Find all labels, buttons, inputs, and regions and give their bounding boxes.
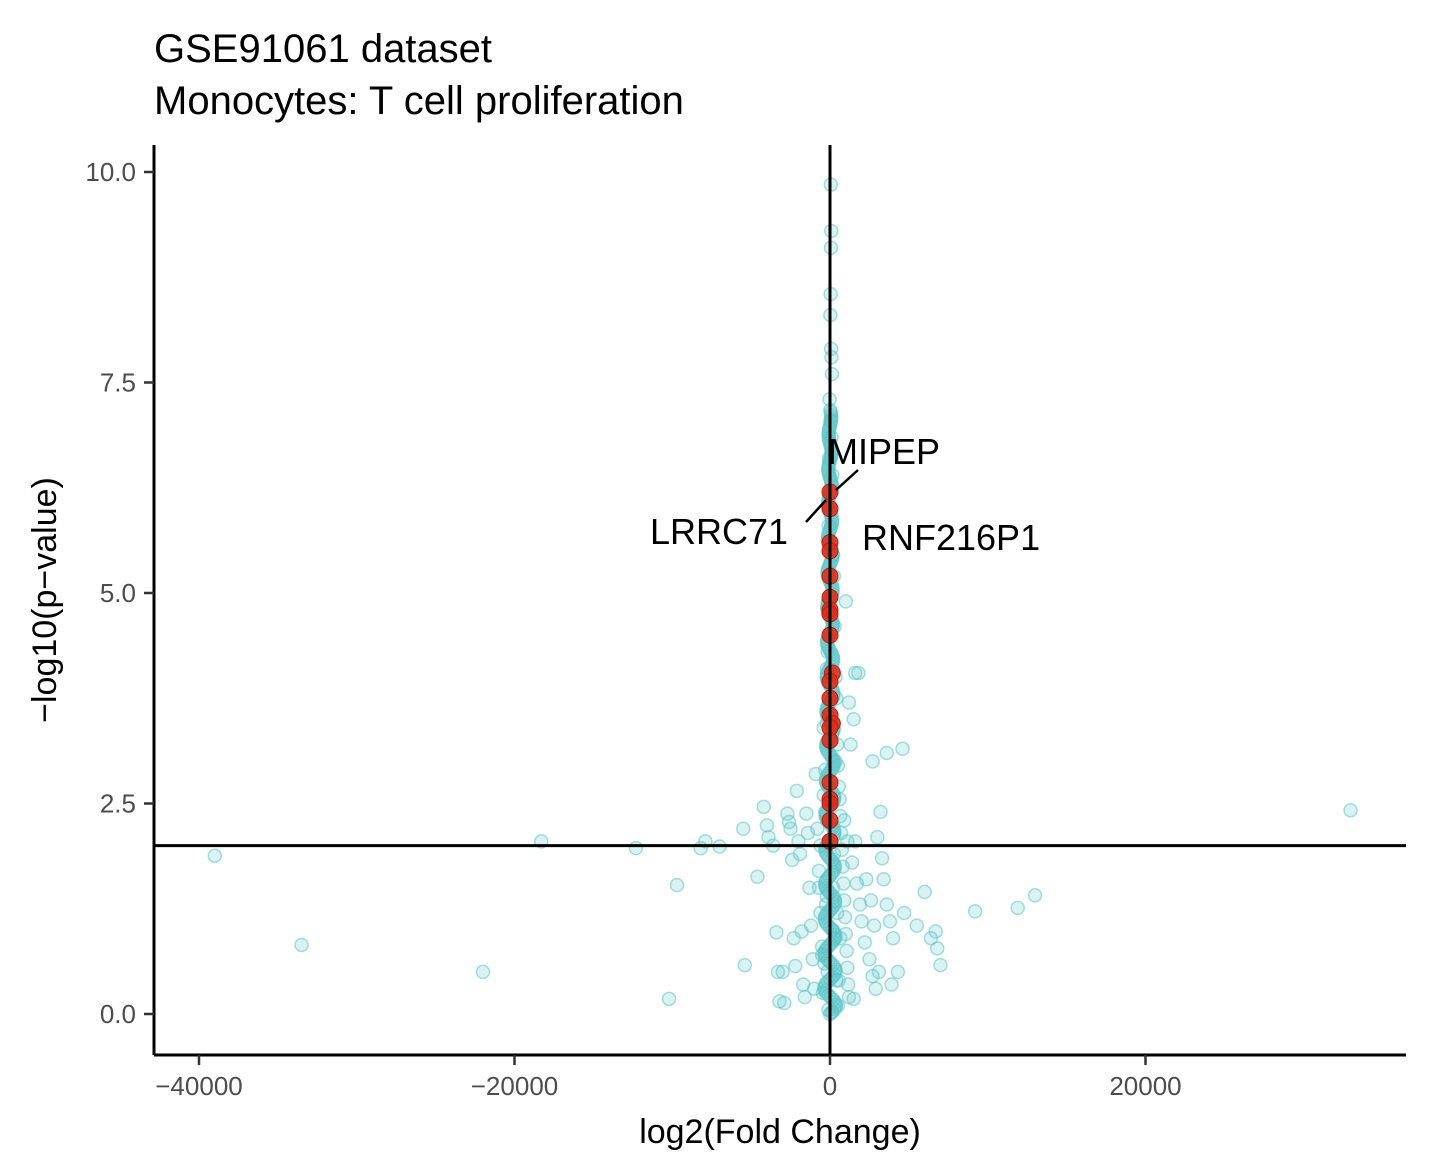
data-point bbox=[1010, 900, 1025, 916]
data-point bbox=[824, 366, 840, 382]
y-tick-label: 5.0 bbox=[100, 578, 136, 608]
y-axis-title: −log10(p−value) bbox=[26, 477, 64, 723]
data-point bbox=[871, 964, 887, 980]
data-point bbox=[661, 991, 677, 1007]
data-point bbox=[876, 872, 891, 887]
data-point bbox=[770, 964, 786, 980]
data-point bbox=[930, 941, 945, 956]
gene-label-mipep: MIPEP bbox=[828, 431, 940, 472]
data-point bbox=[873, 804, 888, 820]
data-point bbox=[769, 925, 784, 940]
data-point bbox=[735, 821, 751, 837]
x-tick-label: −40000 bbox=[155, 1071, 242, 1101]
data-point bbox=[868, 981, 883, 996]
data-point bbox=[799, 806, 814, 821]
data-point bbox=[759, 818, 775, 833]
data-point bbox=[750, 869, 765, 885]
data-point bbox=[928, 924, 943, 939]
data-point bbox=[890, 964, 906, 980]
data-point bbox=[851, 665, 866, 681]
data-point bbox=[933, 957, 948, 973]
data-point bbox=[896, 905, 912, 921]
chart-subtitle: Monocytes: T cell proliferation bbox=[154, 79, 684, 123]
data-point bbox=[761, 829, 776, 845]
x-tick-label: 0 bbox=[823, 1071, 837, 1101]
data-point bbox=[909, 918, 925, 933]
mipep-leader-line bbox=[835, 469, 859, 491]
y-tick-label: 10.0 bbox=[85, 157, 136, 187]
gene-label-lrrc71: LRRC71 bbox=[650, 511, 788, 552]
data-point bbox=[843, 737, 858, 752]
data-point bbox=[788, 958, 803, 974]
data-point bbox=[882, 914, 898, 929]
data-point bbox=[1343, 802, 1358, 818]
data-point bbox=[777, 995, 792, 1011]
data-point bbox=[837, 909, 853, 925]
data-point bbox=[783, 821, 798, 837]
x-axis-title: log2(Fold Change) bbox=[639, 1113, 921, 1151]
chart-title: GSE91061 dataset bbox=[154, 27, 492, 71]
data-point bbox=[628, 840, 644, 856]
data-point bbox=[756, 799, 771, 815]
gene-label-rnf216p1: RNF216P1 bbox=[862, 517, 1040, 558]
data-point bbox=[844, 855, 860, 870]
data-point bbox=[737, 957, 753, 973]
data-point bbox=[865, 754, 880, 769]
data-point bbox=[866, 918, 882, 933]
data-point bbox=[870, 829, 885, 845]
data-point bbox=[669, 877, 685, 893]
data-point bbox=[294, 937, 309, 953]
data-point bbox=[1027, 888, 1043, 903]
data-point bbox=[846, 991, 861, 1007]
data-point bbox=[917, 884, 932, 900]
data-point bbox=[863, 893, 879, 908]
data-point bbox=[840, 960, 855, 975]
data-point bbox=[207, 848, 223, 863]
data-point bbox=[475, 964, 491, 980]
y-tick-label: 0.0 bbox=[100, 999, 136, 1029]
lrrc71-leader-line bbox=[805, 499, 827, 523]
data-point bbox=[846, 712, 861, 727]
data-point bbox=[967, 904, 983, 919]
data-point bbox=[857, 935, 872, 950]
data-point bbox=[879, 897, 895, 912]
data-point bbox=[885, 930, 901, 946]
data-point bbox=[838, 594, 854, 609]
data-point bbox=[797, 989, 813, 1005]
x-tick-label: 20000 bbox=[1109, 1071, 1181, 1101]
data-point bbox=[874, 850, 890, 866]
data-point bbox=[803, 918, 819, 933]
x-axis: −40000 −20000 0 20000 bbox=[154, 1053, 1406, 1101]
data-point bbox=[775, 964, 790, 980]
data-point bbox=[836, 813, 852, 828]
data-point bbox=[862, 952, 877, 967]
data-point bbox=[839, 943, 854, 959]
x-tick-label: −20000 bbox=[471, 1071, 558, 1101]
data-point bbox=[792, 846, 808, 862]
data-point bbox=[854, 914, 869, 929]
data-point bbox=[810, 821, 825, 837]
y-tick-label: 7.5 bbox=[100, 368, 136, 398]
background-points bbox=[207, 177, 1358, 1022]
y-tick-label: 2.5 bbox=[100, 789, 136, 819]
data-point bbox=[879, 745, 895, 761]
data-point bbox=[841, 695, 857, 710]
y-axis: 0.0 2.5 5.0 7.5 10.0 bbox=[85, 145, 156, 1055]
data-point bbox=[884, 977, 899, 992]
data-point bbox=[895, 741, 910, 757]
data-point bbox=[859, 872, 874, 887]
data-point bbox=[789, 783, 805, 799]
